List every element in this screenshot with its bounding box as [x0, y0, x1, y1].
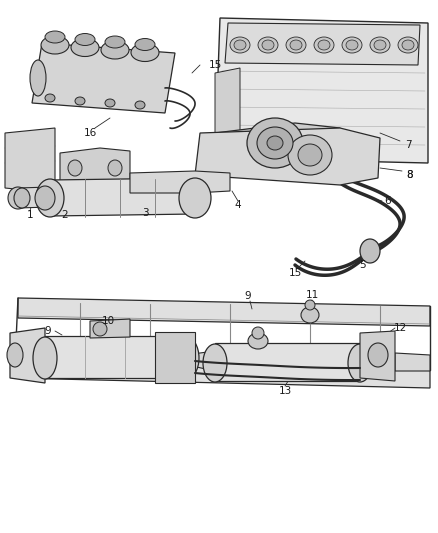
Polygon shape	[18, 187, 50, 208]
Text: 8: 8	[407, 170, 413, 180]
Ellipse shape	[248, 333, 268, 349]
Ellipse shape	[101, 41, 129, 59]
Text: 3: 3	[141, 208, 148, 218]
Ellipse shape	[267, 136, 283, 150]
Text: 2: 2	[62, 210, 68, 220]
Ellipse shape	[346, 40, 358, 50]
Ellipse shape	[234, 40, 246, 50]
Ellipse shape	[318, 40, 330, 50]
Polygon shape	[195, 128, 380, 185]
Text: 16: 16	[83, 128, 97, 138]
Ellipse shape	[348, 344, 372, 382]
Text: 15: 15	[208, 60, 222, 70]
Polygon shape	[215, 68, 240, 158]
Text: 13: 13	[279, 386, 292, 396]
Text: 9: 9	[245, 291, 251, 301]
Ellipse shape	[398, 37, 418, 53]
Polygon shape	[32, 43, 175, 113]
Polygon shape	[155, 332, 195, 383]
Ellipse shape	[290, 40, 302, 50]
Text: 12: 12	[393, 323, 406, 333]
Ellipse shape	[288, 135, 332, 175]
Ellipse shape	[131, 44, 159, 61]
Ellipse shape	[75, 97, 85, 105]
Polygon shape	[10, 328, 45, 383]
Polygon shape	[215, 123, 340, 163]
Text: 15: 15	[288, 268, 302, 278]
Ellipse shape	[14, 188, 30, 208]
Ellipse shape	[33, 337, 57, 379]
Ellipse shape	[105, 99, 115, 107]
Ellipse shape	[258, 37, 278, 53]
Text: 9: 9	[45, 326, 51, 336]
Polygon shape	[360, 331, 395, 381]
Polygon shape	[215, 18, 428, 163]
Ellipse shape	[402, 40, 414, 50]
Text: 10: 10	[102, 316, 115, 326]
Ellipse shape	[374, 40, 386, 50]
Ellipse shape	[108, 160, 122, 176]
Ellipse shape	[75, 34, 95, 45]
Polygon shape	[185, 351, 215, 371]
Text: 5: 5	[360, 260, 366, 270]
Ellipse shape	[262, 40, 274, 50]
Ellipse shape	[93, 322, 107, 336]
Ellipse shape	[301, 307, 319, 323]
Text: 8: 8	[407, 170, 413, 180]
Ellipse shape	[68, 160, 82, 176]
Ellipse shape	[342, 37, 362, 53]
Ellipse shape	[71, 38, 99, 56]
Polygon shape	[225, 23, 420, 65]
Ellipse shape	[203, 344, 227, 382]
Ellipse shape	[247, 118, 303, 168]
Polygon shape	[50, 178, 195, 216]
Ellipse shape	[368, 343, 388, 367]
Text: 1: 1	[27, 210, 33, 220]
Ellipse shape	[314, 37, 334, 53]
Ellipse shape	[8, 187, 28, 209]
Text: 7: 7	[405, 140, 411, 150]
Ellipse shape	[105, 36, 125, 48]
Text: 6: 6	[385, 196, 391, 206]
Polygon shape	[15, 363, 430, 388]
Ellipse shape	[298, 144, 322, 166]
Polygon shape	[215, 343, 360, 381]
Ellipse shape	[41, 36, 69, 54]
Polygon shape	[5, 128, 55, 193]
Ellipse shape	[36, 179, 64, 217]
Ellipse shape	[7, 343, 23, 367]
Ellipse shape	[171, 336, 199, 380]
Ellipse shape	[135, 38, 155, 51]
Ellipse shape	[35, 186, 55, 210]
Polygon shape	[60, 148, 130, 188]
Polygon shape	[395, 353, 430, 371]
Ellipse shape	[370, 37, 390, 53]
Polygon shape	[45, 336, 185, 378]
Ellipse shape	[135, 101, 145, 109]
Polygon shape	[18, 298, 430, 326]
Ellipse shape	[286, 37, 306, 53]
Ellipse shape	[305, 300, 315, 310]
Text: 4: 4	[235, 200, 241, 210]
Ellipse shape	[30, 60, 46, 96]
Ellipse shape	[230, 37, 250, 53]
Ellipse shape	[252, 327, 264, 339]
Ellipse shape	[179, 178, 211, 218]
Ellipse shape	[360, 239, 380, 263]
Polygon shape	[130, 171, 230, 193]
Text: 11: 11	[305, 290, 318, 300]
Ellipse shape	[45, 94, 55, 102]
Polygon shape	[90, 319, 130, 338]
Ellipse shape	[257, 127, 293, 159]
Ellipse shape	[45, 31, 65, 43]
